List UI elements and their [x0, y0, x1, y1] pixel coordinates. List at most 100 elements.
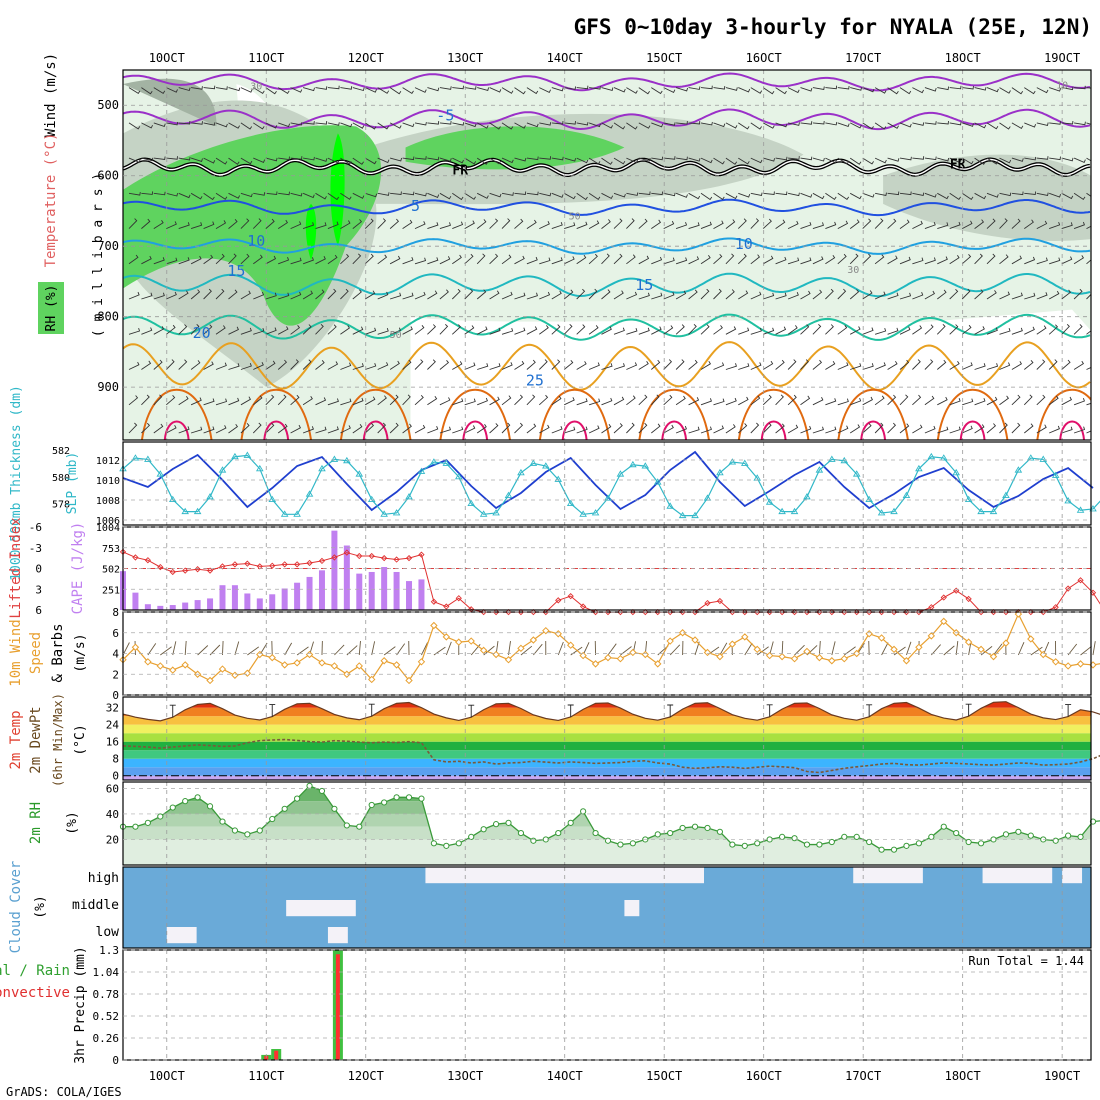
wind-barb	[514, 157, 527, 162]
wind-barb	[153, 191, 166, 196]
wind-barb	[663, 394, 673, 406]
wind-barb	[464, 86, 477, 90]
cape-bar	[418, 579, 425, 610]
wind-barb	[228, 87, 241, 92]
wind-barb	[626, 218, 635, 229]
wind-barb	[190, 222, 203, 230]
lifted-index-point	[915, 608, 923, 616]
wind-barb	[327, 361, 339, 370]
wind-barb	[476, 253, 486, 265]
wind-speed-point	[218, 665, 227, 673]
wind-barb	[265, 157, 278, 162]
wind-barb	[800, 192, 813, 198]
thickness-point	[915, 464, 923, 472]
wind-speed-point	[691, 636, 699, 644]
wind-barb	[825, 426, 837, 434]
wind-barb	[290, 156, 303, 160]
wind-speed-point	[1051, 658, 1060, 666]
wind-barb	[763, 292, 775, 300]
wind-barb-10m	[371, 641, 376, 656]
wind-barb	[166, 221, 177, 230]
wind-barb	[763, 191, 775, 195]
cape-bar	[294, 582, 301, 610]
wind-barb	[439, 222, 451, 230]
rh2m-point	[1027, 832, 1034, 839]
wind-barb	[1073, 255, 1085, 265]
wind-barb	[564, 256, 575, 265]
wind-barb	[290, 359, 299, 370]
rh2m-point	[617, 841, 624, 848]
thickness-point	[1064, 497, 1072, 504]
wind-barb	[601, 253, 610, 265]
rh-contour-label: 10	[1056, 80, 1068, 91]
isotherm-35	[263, 420, 290, 440]
wind-speed-point	[604, 653, 612, 662]
wind-barb	[613, 122, 626, 130]
wind-barb	[265, 292, 277, 300]
isotherm-20	[123, 313, 1091, 341]
temp-max-marker	[368, 703, 375, 717]
precip-run-total: Run Total = 1.44	[968, 954, 1084, 968]
thickness-point	[492, 509, 500, 516]
lifted-index-point	[953, 587, 960, 594]
temp-line	[122, 701, 1100, 722]
wind-barb	[340, 425, 351, 434]
wind-barb	[750, 254, 761, 265]
temp-band	[123, 758, 1091, 768]
isotherm-35	[1059, 420, 1086, 440]
wind-barb	[1086, 225, 1091, 229]
wind-barb	[924, 87, 937, 92]
wind-barb	[551, 290, 562, 300]
thickness-point	[765, 498, 774, 505]
dewpoint-line	[122, 738, 1100, 774]
wind-barb	[364, 218, 374, 229]
wind-barb	[713, 157, 725, 165]
wind-barb	[874, 327, 887, 335]
wind-barb	[837, 85, 850, 90]
wind-speed-point	[542, 626, 550, 635]
wind-barb	[700, 324, 710, 335]
lifted-index-point	[828, 608, 835, 616]
wind-barb	[526, 122, 539, 128]
wind-barb	[402, 326, 413, 335]
wind-barb	[402, 219, 413, 229]
rh2m-point	[555, 829, 562, 837]
time-tick-top: 16OCT	[746, 51, 782, 65]
wind-barb	[787, 424, 799, 434]
wind-barb	[713, 122, 726, 128]
cape-tick-label: 753	[102, 544, 120, 555]
wind-speed-point	[442, 633, 451, 641]
wind-barb	[651, 292, 663, 300]
wind-barb-10m	[184, 640, 187, 656]
wind-barb	[974, 219, 985, 229]
wind-barb	[999, 87, 1011, 94]
wind-barb	[899, 359, 910, 370]
wind-barb	[688, 256, 700, 265]
rh2m-point	[791, 835, 798, 842]
wind-barb	[663, 325, 674, 335]
wind-barb	[551, 426, 563, 434]
wind-barb	[899, 87, 912, 95]
wind-speed-point	[666, 637, 674, 645]
thickness-point	[479, 510, 488, 517]
wind-barb	[564, 86, 577, 90]
wind-barb	[141, 292, 153, 300]
isotherm-label: 15	[635, 276, 653, 294]
isotherm-35	[362, 420, 389, 440]
lifted-index-point	[617, 608, 624, 616]
wind-barb	[775, 122, 788, 128]
wind-barb	[166, 424, 177, 434]
time-tick-top: 13OCT	[447, 51, 483, 65]
wind-speed-point	[492, 650, 500, 659]
isotherm-minus5	[123, 108, 1091, 131]
wind-legend-label: Wind (m/s)	[43, 53, 59, 137]
wind-barb	[240, 327, 252, 335]
wind-barb	[514, 360, 525, 370]
wind-barb	[178, 87, 191, 92]
wind-barb	[1061, 222, 1073, 230]
wind-barb	[203, 254, 214, 265]
thickness-axis-title: 1000-500mb Thickness (dm)	[9, 385, 24, 581]
wind-barb	[327, 288, 337, 300]
wind-barb	[302, 290, 314, 300]
wind-barb	[663, 87, 676, 94]
